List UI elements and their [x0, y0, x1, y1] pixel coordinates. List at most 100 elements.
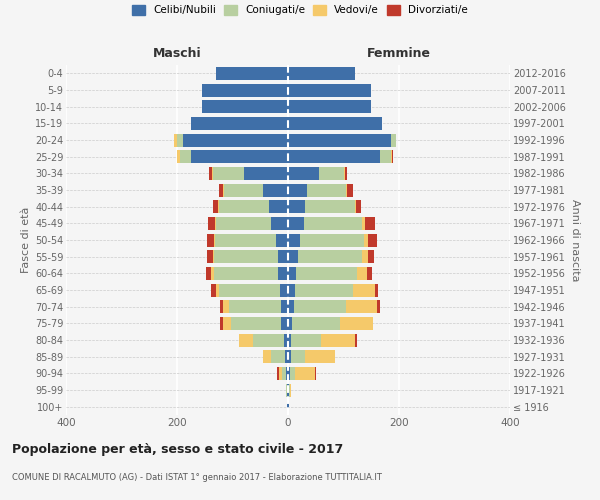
Bar: [304, 217, 362, 230]
Bar: [218, 184, 223, 196]
Bar: [206, 267, 211, 280]
Bar: [377, 300, 380, 313]
Bar: [295, 367, 314, 380]
Bar: [211, 267, 214, 280]
Bar: [288, 334, 291, 346]
Bar: [218, 200, 269, 213]
Bar: [367, 267, 372, 280]
Bar: [358, 267, 367, 280]
Bar: [288, 367, 290, 380]
Bar: [288, 250, 298, 263]
Bar: [307, 184, 346, 196]
Y-axis label: Fasce di età: Fasce di età: [20, 207, 31, 273]
Bar: [291, 350, 305, 363]
Bar: [284, 334, 288, 346]
Bar: [380, 150, 391, 163]
Text: Popolazione per età, sesso e stato civile - 2017: Popolazione per età, sesso e stato civil…: [12, 442, 343, 456]
Bar: [216, 67, 288, 80]
Bar: [207, 250, 212, 263]
Bar: [213, 200, 218, 213]
Bar: [223, 300, 229, 313]
Bar: [288, 300, 293, 313]
Bar: [174, 134, 177, 146]
Bar: [276, 234, 288, 246]
Bar: [214, 267, 278, 280]
Bar: [288, 100, 371, 113]
Bar: [220, 300, 223, 313]
Bar: [216, 284, 218, 296]
Bar: [277, 367, 279, 380]
Bar: [211, 284, 216, 296]
Bar: [279, 367, 282, 380]
Bar: [215, 217, 216, 230]
Bar: [271, 350, 285, 363]
Bar: [182, 134, 288, 146]
Bar: [322, 334, 355, 346]
Bar: [229, 300, 281, 313]
Bar: [253, 334, 284, 346]
Bar: [291, 334, 322, 346]
Bar: [286, 384, 287, 396]
Bar: [220, 317, 223, 330]
Bar: [281, 300, 288, 313]
Bar: [343, 167, 344, 180]
Bar: [319, 167, 343, 180]
Bar: [180, 150, 191, 163]
Bar: [263, 184, 288, 196]
Bar: [282, 367, 286, 380]
Text: Femmine: Femmine: [367, 47, 431, 60]
Bar: [224, 184, 263, 196]
Bar: [347, 184, 353, 196]
Bar: [305, 350, 335, 363]
Bar: [355, 334, 358, 346]
Bar: [364, 234, 368, 246]
Bar: [288, 134, 391, 146]
Bar: [202, 84, 288, 96]
Bar: [285, 350, 288, 363]
Bar: [346, 184, 347, 196]
Bar: [314, 367, 316, 380]
Bar: [213, 167, 244, 180]
Bar: [356, 200, 361, 213]
Bar: [293, 300, 346, 313]
Text: Maschi: Maschi: [152, 47, 202, 60]
Bar: [288, 284, 295, 296]
Bar: [391, 150, 392, 163]
Bar: [340, 317, 373, 330]
Y-axis label: Anni di nascita: Anni di nascita: [570, 198, 580, 281]
Bar: [353, 284, 375, 296]
Bar: [391, 134, 396, 146]
Bar: [209, 167, 212, 180]
Bar: [289, 384, 290, 396]
Bar: [362, 250, 368, 263]
Bar: [362, 217, 365, 230]
Bar: [290, 367, 295, 380]
Bar: [288, 167, 319, 180]
Bar: [280, 284, 288, 296]
Bar: [288, 67, 355, 80]
Bar: [269, 200, 288, 213]
Legend: Celibi/Nubili, Coniugati/e, Vedovi/e, Divorziati/e: Celibi/Nubili, Coniugati/e, Vedovi/e, Di…: [132, 5, 468, 15]
Bar: [218, 284, 280, 296]
Bar: [239, 334, 253, 346]
Bar: [305, 200, 355, 213]
Bar: [278, 267, 288, 280]
Bar: [216, 217, 271, 230]
Bar: [212, 167, 213, 180]
Bar: [295, 284, 353, 296]
Bar: [288, 317, 292, 330]
Bar: [286, 367, 288, 380]
Bar: [290, 384, 292, 396]
Bar: [368, 234, 377, 246]
Bar: [244, 167, 288, 180]
Bar: [300, 234, 364, 246]
Bar: [288, 117, 382, 130]
Bar: [223, 317, 232, 330]
Bar: [346, 300, 377, 313]
Bar: [296, 267, 358, 280]
Bar: [344, 167, 347, 180]
Bar: [288, 267, 296, 280]
Bar: [177, 150, 180, 163]
Bar: [288, 217, 304, 230]
Bar: [365, 217, 374, 230]
